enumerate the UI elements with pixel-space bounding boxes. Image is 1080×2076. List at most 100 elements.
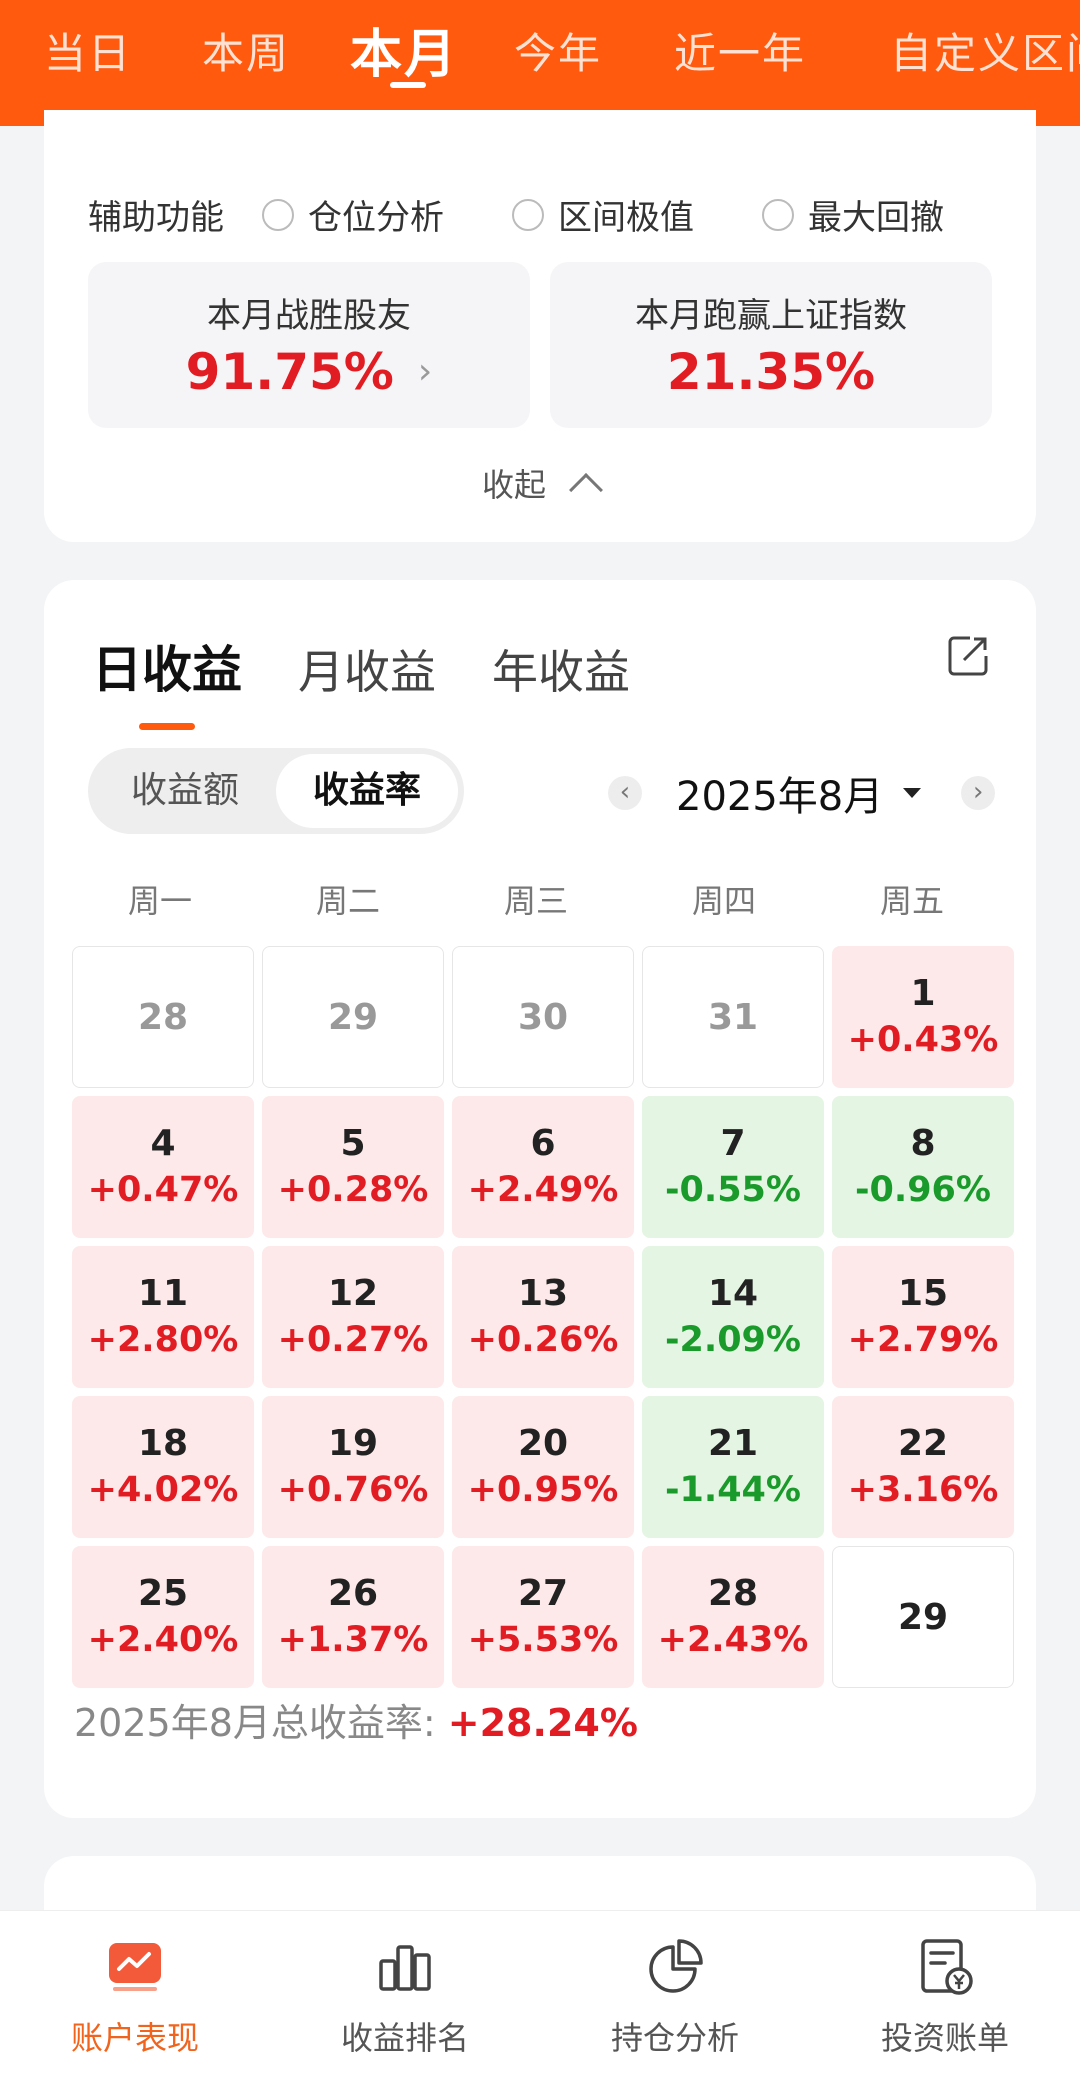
profit-tabs: 日收益 月收益 年收益 — [92, 630, 686, 730]
calendar-day-return: -2.09% — [665, 1320, 801, 1360]
calendar-day-cell[interactable]: 11 +2.80% — [72, 1246, 254, 1388]
calendar-day-cell[interactable]: 28 — [72, 946, 254, 1088]
calendar-day-number: 15 — [897, 1273, 949, 1314]
position-analysis-option[interactable]: 仓位分析 — [262, 190, 444, 239]
weekday-label: 周二 — [315, 882, 380, 920]
calendar-day-cell[interactable]: 18 +4.02% — [72, 1396, 254, 1538]
max-drawdown-option[interactable]: 最大回撤 — [762, 190, 944, 239]
calendar-day-cell[interactable]: 7 -0.55% — [642, 1096, 824, 1238]
bottom-navigation: 账户表现 收益排名 持仓分析 投资账单 — [0, 1910, 1080, 2076]
calendar-day-cell[interactable]: 20 +0.95% — [452, 1396, 634, 1538]
calendar-day-return: +2.80% — [87, 1320, 239, 1360]
calendar-day-return: +1.37% — [277, 1620, 429, 1660]
calendar-day-number: 21 — [707, 1423, 759, 1464]
calendar-day-return: +0.43% — [847, 1020, 999, 1060]
calendar-day-cell[interactable]: 6 +2.49% — [452, 1096, 634, 1238]
calendar-day-number: 29 — [897, 1597, 949, 1638]
calendar-day-cell[interactable]: 19 +0.76% — [262, 1396, 444, 1538]
period-tab-bar: 当日 本周 本月 今年 近一年 自定义区间 — [0, 0, 1080, 126]
calendar-day-cell[interactable]: 31 — [642, 946, 824, 1088]
tab-this-month[interactable]: 本月 — [350, 25, 459, 85]
tab-this-week[interactable]: 本周 — [202, 29, 291, 78]
active-tab-indicator — [139, 723, 195, 730]
caret-down-icon[interactable] — [903, 788, 922, 798]
calendar-day-cell[interactable]: 15 +2.79% — [832, 1246, 1014, 1388]
nav-profit-ranking[interactable]: 收益排名 — [270, 1911, 540, 2076]
tab-today[interactable]: 当日 — [44, 29, 133, 78]
weekday-label: 周一 — [127, 882, 192, 920]
range-extreme-option[interactable]: 区间极值 — [512, 190, 694, 239]
share-icon[interactable] — [944, 632, 992, 680]
weekday-label: 周四 — [691, 882, 756, 920]
calendar-day-return: +2.40% — [87, 1620, 239, 1660]
calendar-day-number: 31 — [707, 997, 759, 1038]
calendar-day-cell[interactable]: 12 +0.27% — [262, 1246, 444, 1388]
tab-last-year[interactable]: 近一年 — [674, 29, 807, 78]
calendar-day-number: 29 — [327, 997, 379, 1038]
calendar-day-number: 27 — [517, 1573, 569, 1614]
calendar-day-cell[interactable]: 21 -1.44% — [642, 1396, 824, 1538]
calendar-day-cell[interactable]: 28 +2.43% — [642, 1546, 824, 1688]
nav-label: 账户表现 — [70, 2019, 199, 2057]
calendar-day-number: 1 — [910, 973, 936, 1014]
calendar-day-cell[interactable]: 29 — [262, 946, 444, 1088]
beat-friends-value: 91.75% — [185, 343, 394, 401]
chevron-up-icon — [569, 473, 603, 507]
monthly-total-value: +28.24% — [447, 1701, 638, 1745]
radio-icon[interactable] — [262, 198, 294, 231]
calendar-day-cell[interactable]: 8 -0.96% — [832, 1096, 1014, 1238]
calendar-day-cell[interactable]: 27 +5.53% — [452, 1546, 634, 1688]
calendar-day-cell[interactable]: 14 -2.09% — [642, 1246, 824, 1388]
nav-label: 持仓分析 — [610, 2019, 739, 2057]
calendar-day-number: 12 — [327, 1273, 379, 1314]
calendar-day-cell[interactable]: 4 +0.47% — [72, 1096, 254, 1238]
calendar-day-number: 4 — [150, 1123, 176, 1164]
calendar-day-return: +0.27% — [277, 1320, 429, 1360]
beat-friends-box[interactable]: 本月战胜股友 91.75% › — [88, 262, 530, 428]
calendar-day-number: 28 — [707, 1573, 759, 1614]
bar-chart-icon — [379, 1945, 431, 1991]
radio-icon[interactable] — [512, 198, 544, 231]
collapse-button[interactable]: 收起 — [44, 460, 1036, 507]
nav-holdings-analysis[interactable]: 持仓分析 — [540, 1911, 810, 2076]
beat-index-box: 本月跑赢上证指数 21.35% — [550, 262, 992, 428]
next-month-button[interactable]: › — [961, 776, 996, 810]
calendar-day-cell[interactable]: 26 +1.37% — [262, 1546, 444, 1688]
max-drawdown-label: 最大回撤 — [808, 198, 944, 238]
chevron-right-icon[interactable]: › — [417, 351, 433, 392]
calendar-day-return: +2.43% — [657, 1620, 809, 1660]
calendar-day-number: 11 — [137, 1273, 189, 1314]
calendar-day-cell[interactable]: 5 +0.28% — [262, 1096, 444, 1238]
position-analysis-label: 仓位分析 — [308, 198, 444, 238]
calendar-day-cell[interactable]: 30 — [452, 946, 634, 1088]
radio-icon[interactable] — [762, 198, 794, 231]
nav-account-performance[interactable]: 账户表现 — [0, 1911, 270, 2076]
month-navigator: ‹ 2025年8月 › — [608, 764, 996, 822]
calendar-day-return: +0.26% — [467, 1320, 619, 1360]
segment-profit-amount[interactable]: 收益额 — [130, 770, 239, 811]
calendar-day-cell[interactable]: 25 +2.40% — [72, 1546, 254, 1688]
monthly-total-label: 2025年8月总收益率: — [74, 1701, 448, 1745]
calendar-day-return: +2.49% — [467, 1170, 619, 1210]
trend-chart-icon — [109, 1943, 161, 1991]
calendar-day-number: 20 — [517, 1423, 569, 1464]
calendar-day-return: +0.95% — [467, 1470, 619, 1510]
tab-this-year[interactable]: 今年 — [514, 29, 603, 78]
tab-yearly-profit[interactable]: 年收益 — [492, 645, 630, 699]
calendar-day-cell[interactable]: 22 +3.16% — [832, 1396, 1014, 1538]
nav-investment-bill[interactable]: 投资账单 — [810, 1911, 1080, 2076]
calendar-day-cell[interactable]: 1 +0.43% — [832, 946, 1014, 1088]
tab-monthly-profit[interactable]: 月收益 — [298, 645, 436, 699]
calendar-day-number: 30 — [517, 997, 569, 1038]
prev-month-button[interactable]: ‹ — [608, 776, 642, 810]
calendar-day-return: -1.44% — [665, 1470, 801, 1510]
calendar-day-number: 14 — [707, 1273, 759, 1314]
month-selector[interactable]: 2025年8月 — [676, 774, 884, 820]
calendar-day-cell[interactable]: 13 +0.26% — [452, 1246, 634, 1388]
segment-profit-rate[interactable]: 收益率 — [276, 754, 458, 828]
calendar-day-return: -0.55% — [665, 1170, 801, 1210]
tab-daily-profit[interactable]: 日收益 — [92, 630, 242, 730]
tab-custom-range[interactable]: 自定义区间 — [890, 29, 1080, 78]
weekday-label: 周三 — [503, 882, 568, 920]
calendar-day-cell[interactable]: 29 — [832, 1546, 1014, 1688]
